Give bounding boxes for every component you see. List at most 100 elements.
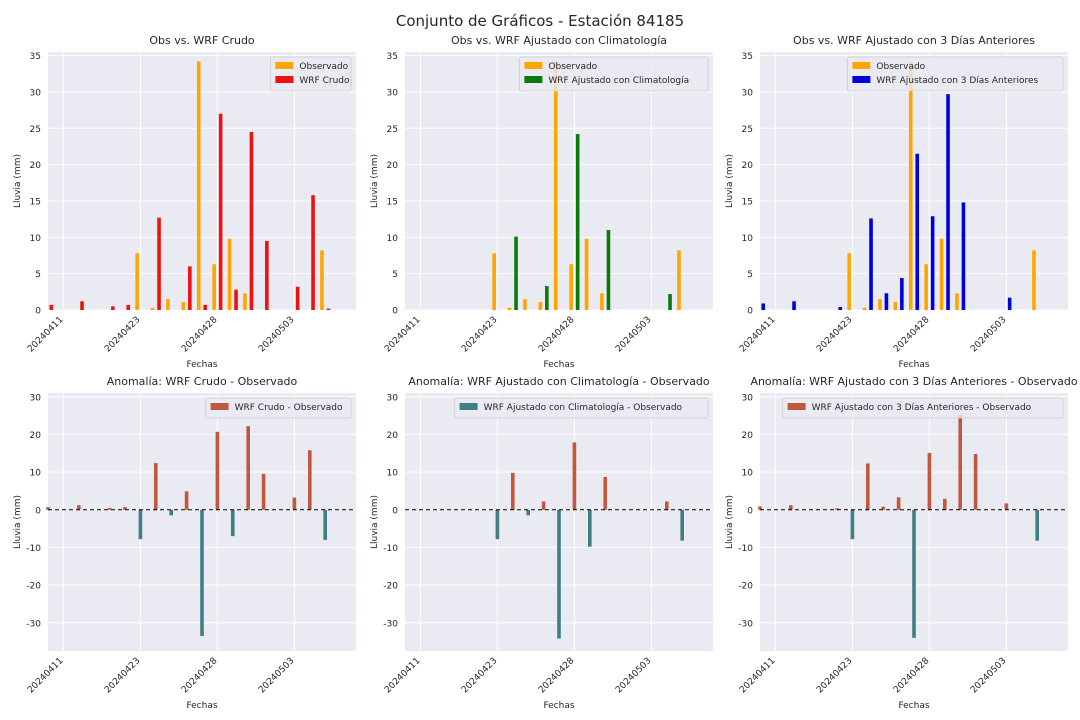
panel5-bar-anomaly bbox=[603, 476, 607, 510]
panel3-bar-series-2 bbox=[761, 303, 766, 310]
panel2-y-tick-label: 15 bbox=[387, 197, 398, 207]
panel3-legend-label: Observado bbox=[876, 62, 925, 72]
panel5-y-tick-label: 20 bbox=[387, 431, 399, 441]
panel1-bar-series-1 bbox=[227, 238, 232, 310]
panel4-y-tick-label: -20 bbox=[26, 582, 41, 592]
panel1-bar-series-2 bbox=[80, 301, 84, 310]
panel5-legend: WRF Ajustado con Climatología - Observad… bbox=[454, 397, 709, 419]
panel4-bar-anomaly bbox=[138, 509, 143, 540]
panel5-y-tick-label: 30 bbox=[387, 393, 399, 403]
panel3-bar-series-2 bbox=[884, 293, 889, 310]
panel1-x-tick-label: 20240411 bbox=[26, 315, 65, 354]
panel2-legend-label: WRF Ajustado con Climatología bbox=[548, 76, 689, 86]
chart-panel-5: -30 -20 -10 0 10 20 30 20240411 20240423 20240428… bbox=[370, 375, 713, 711]
panel6-y-axis-label: Lluvia (mm) bbox=[725, 495, 735, 549]
panel6-y-tick-label: -20 bbox=[738, 582, 753, 592]
panel3-y-axis-label: Lluvia (mm) bbox=[725, 154, 735, 208]
panel5-y-axis-label: Lluvia (mm) bbox=[370, 495, 380, 549]
panel3-legend-label: WRF Ajustado con 3 Días Anteriores bbox=[876, 76, 1038, 86]
panel4-x-tick-label: 20240428 bbox=[180, 656, 220, 696]
panel1-x-tick-label: 20240503 bbox=[257, 315, 296, 354]
panel3-bar-series-2 bbox=[1007, 297, 1012, 310]
panel5-legend-frame bbox=[454, 397, 709, 419]
panel1-bar-series-2 bbox=[49, 304, 54, 310]
panel6-legend-frame bbox=[782, 397, 1064, 419]
panel5-y-tick-label: -30 bbox=[383, 619, 398, 629]
panel6-legend-label: WRF Ajustado con 3 Días Anteriores - Obs… bbox=[812, 403, 1032, 413]
panel1-plot-area bbox=[48, 52, 356, 310]
panel1-bar-series-1 bbox=[166, 299, 170, 310]
panel3-bar-series-2 bbox=[838, 307, 843, 310]
panel2-x-axis-label: Fechas bbox=[543, 360, 574, 370]
panel1-legend-label: WRF Crudo bbox=[299, 76, 350, 86]
panel4-bar-anomaly bbox=[231, 509, 235, 537]
panel3-plot-area bbox=[760, 52, 1068, 310]
panel3-legend-swatch bbox=[852, 76, 871, 83]
panel4-legend-label: WRF Crudo - Observado bbox=[235, 403, 343, 413]
panel3-bar-series-2 bbox=[930, 216, 935, 310]
panel1-bar-series-1 bbox=[243, 293, 247, 310]
panel6-bar-anomaly bbox=[835, 508, 839, 510]
panel4-legend-frame bbox=[205, 397, 352, 419]
panel6-bar-anomaly bbox=[973, 454, 978, 510]
panel2-bar-series-1 bbox=[553, 61, 558, 310]
panel3-x-tick-label: 20240428 bbox=[892, 315, 932, 355]
panel6-bar-anomaly bbox=[1035, 509, 1039, 541]
panel2-bar-series-1 bbox=[584, 238, 589, 310]
panel3-legend: Observado WRF Ajustado con 3 Días Anterio… bbox=[847, 56, 1064, 92]
panel6-bar-anomaly bbox=[927, 452, 932, 510]
panel2-bar-series-1 bbox=[677, 250, 681, 310]
panel2-legend-swatch bbox=[524, 76, 543, 83]
panel5-y-tick-label: 10 bbox=[387, 469, 399, 479]
panel5-x-axis-label: Fechas bbox=[543, 701, 574, 711]
panel6-bar-anomaly bbox=[896, 497, 901, 510]
panel1-bar-series-2 bbox=[157, 217, 161, 310]
panel3-y-tick-label: 20 bbox=[742, 161, 754, 171]
panel3-chart-title: Obs vs. WRF Ajustado con 3 Días Anterior… bbox=[793, 34, 1035, 47]
panel1-bar-series-2 bbox=[295, 286, 300, 310]
panel5-bar-anomaly bbox=[557, 509, 561, 639]
panel1-bar-series-1 bbox=[150, 307, 155, 310]
panel3-bar-series-2 bbox=[961, 202, 966, 310]
panel6-y-tick-label: 30 bbox=[742, 393, 754, 403]
panel1-y-tick-label: 35 bbox=[30, 52, 41, 62]
panel1-y-tick-label: 5 bbox=[35, 270, 41, 280]
panel3-bar-series-2 bbox=[869, 218, 873, 310]
panel3-y-tick-label: 5 bbox=[747, 270, 753, 280]
panel2-legend-frame bbox=[519, 56, 709, 92]
panel2-bar-series-1 bbox=[523, 299, 527, 310]
panel3-y-tick-label: 30 bbox=[742, 88, 754, 98]
panel4-bar-anomaly bbox=[323, 509, 327, 540]
panel2-y-axis-label: Lluvia (mm) bbox=[370, 154, 380, 208]
panel5-bar-anomaly bbox=[495, 509, 500, 540]
panel3-y-tick-label: 25 bbox=[742, 125, 753, 135]
panel4-y-tick-label: 0 bbox=[35, 506, 41, 516]
panel2-bar-series-2 bbox=[575, 134, 580, 310]
panel2-y-tick-label: 25 bbox=[387, 125, 398, 135]
panel2-x-tick-label: 20240423 bbox=[460, 315, 499, 354]
panel1-legend-swatch bbox=[275, 62, 294, 69]
panel2-y-tick-label: 0 bbox=[392, 307, 398, 317]
panel4-bar-anomaly bbox=[46, 507, 50, 510]
panel6-x-tick-label: 20240503 bbox=[969, 656, 1008, 695]
panel1-bar-series-2 bbox=[265, 240, 269, 310]
panel3-bar-series-1 bbox=[955, 293, 959, 310]
panel4-y-axis-label: Lluvia (mm) bbox=[13, 495, 23, 549]
panel2-legend: Observado WRF Ajustado con Climatología bbox=[519, 56, 709, 92]
panel2-y-tick-label: 10 bbox=[387, 234, 399, 244]
panel4-bar-anomaly bbox=[77, 505, 81, 510]
panel3-x-tick-label: 20240503 bbox=[969, 315, 1008, 354]
panel1-bar-series-1 bbox=[135, 253, 139, 310]
panel5-x-tick-label: 20240423 bbox=[460, 656, 499, 695]
panel4-bar-anomaly bbox=[154, 463, 158, 510]
panel1-bar-series-2 bbox=[126, 304, 131, 310]
panel1-x-tick-label: 20240423 bbox=[103, 315, 142, 354]
panel4-chart-title: Anomalía: WRF Crudo - Observado bbox=[107, 375, 298, 388]
panel1-y-tick-label: 0 bbox=[35, 307, 41, 317]
panel6-bar-anomaly bbox=[881, 506, 885, 510]
panel4-x-tick-label: 20240411 bbox=[26, 656, 65, 695]
panel3-bar-series-1 bbox=[847, 253, 851, 310]
panel2-bar-series-1 bbox=[507, 307, 512, 310]
chart-panel-4: -30 -20 -10 0 10 20 30 20240411 20240423 20240428… bbox=[13, 375, 356, 711]
